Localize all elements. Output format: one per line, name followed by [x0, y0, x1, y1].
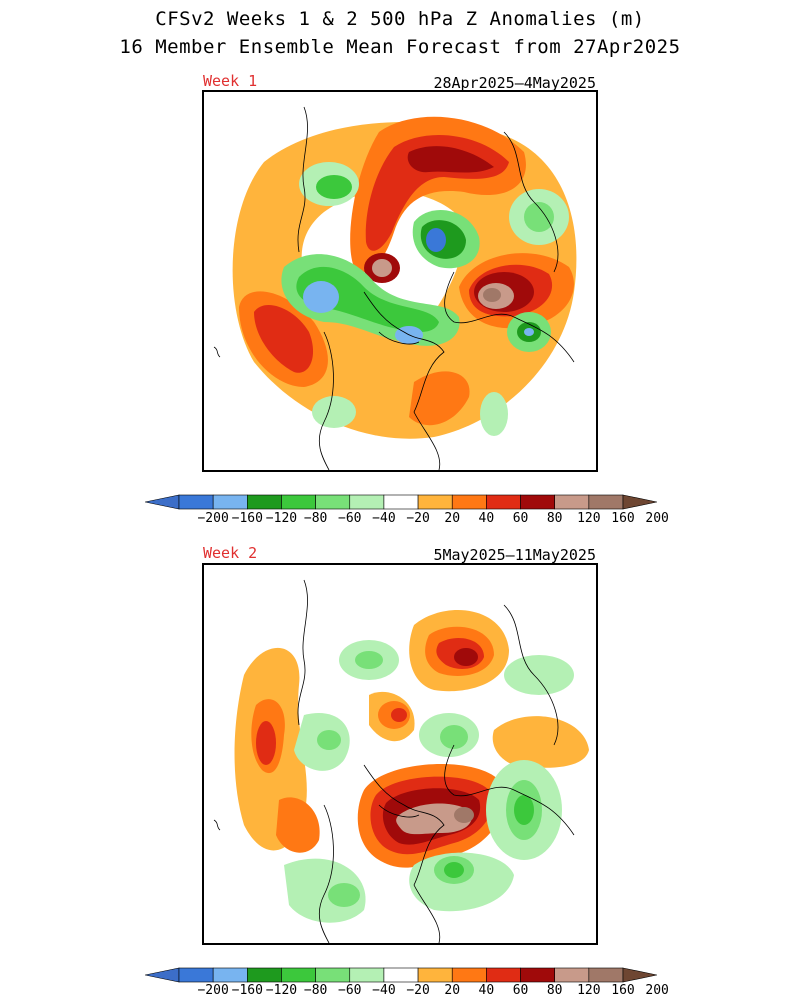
colorbar-tick-label: −80: [303, 511, 328, 526]
colorbar-tick-label: −80: [303, 983, 328, 998]
colorbar-arrow-low: [145, 494, 180, 510]
colorbar-tick-label: 60: [512, 511, 529, 526]
colorbar-2-labels: −200 −160 −120 −80 −60 −40 −20 20 40 60 80 120 160 20…: [145, 983, 668, 999]
colorbar-swatch: [178, 967, 214, 983]
colorbar-tick-label: −60: [338, 983, 362, 998]
colorbar-swatch: [520, 967, 555, 983]
colorbar-tick-label: 120: [577, 511, 601, 526]
colorbar-tick-label: −200: [197, 511, 229, 526]
colorbar-tick-label: −160: [231, 983, 263, 998]
panel1-map: [202, 90, 598, 472]
colorbar-swatch: [383, 967, 419, 983]
colorbar-swatch: [451, 494, 487, 510]
panel2-date-range: 5May2025–11May2025: [433, 546, 596, 564]
colorbar-swatch: [212, 967, 248, 983]
colorbar-tick-label: −40: [372, 511, 396, 526]
colorbar-tick-label: 40: [478, 983, 495, 998]
colorbar-swatch: [247, 967, 282, 983]
colorbar-swatch: [451, 967, 487, 983]
panel1-week-label: Week 1: [203, 72, 258, 90]
colorbar-tick-label: 120: [577, 983, 601, 998]
panel1-date-range: 28Apr2025–4May2025: [433, 74, 596, 92]
colorbar-arrow-high: [622, 967, 657, 983]
colorbar-swatch: [315, 494, 351, 510]
colorbar-tick-label: −40: [372, 983, 396, 998]
colorbar-swatch: [349, 494, 385, 510]
colorbar-2: [145, 967, 657, 983]
colorbar-swatch: [349, 967, 385, 983]
colorbar-swatch: [281, 494, 316, 510]
colorbar-swatch: [520, 494, 555, 510]
panel2-map: [202, 563, 598, 945]
colorbar-swatch: [417, 967, 453, 983]
colorbar-tick-label: 160: [611, 983, 635, 998]
panel2-week-label: Week 2: [203, 544, 258, 562]
colorbar-swatch: [212, 494, 248, 510]
colorbar-tick-label: 80: [546, 983, 563, 998]
colorbar-tick-label: −200: [197, 983, 229, 998]
colorbar-swatch: [417, 494, 453, 510]
colorbar-swatch: [554, 494, 590, 510]
colorbar-swatch: [281, 967, 316, 983]
colorbar-tick-label: −120: [265, 983, 298, 998]
chart-title-line2: 16 Member Ensemble Mean Forecast from 27…: [119, 36, 681, 58]
colorbar-tick-label: 40: [478, 511, 495, 526]
colorbar-tick-label: −60: [338, 511, 362, 526]
colorbar-tick-label: 200: [645, 511, 669, 526]
colorbar-swatch: [588, 494, 624, 510]
colorbar-tick-label: 200: [645, 983, 669, 998]
colorbar-tick-label: −20: [406, 511, 430, 526]
colorbar-tick-label: −120: [265, 511, 298, 526]
colorbar-tick-label: 20: [444, 983, 461, 998]
colorbar-swatch: [486, 494, 521, 510]
colorbar-tick-label: 60: [512, 983, 529, 998]
colorbar-tick-label: 160: [611, 511, 635, 526]
colorbar-arrow-high: [622, 494, 657, 510]
colorbar-swatch: [247, 494, 282, 510]
colorbar-swatch: [588, 967, 624, 983]
chart-title-line1: CFSv2 Weeks 1 & 2 500 hPa Z Anomalies (m…: [155, 8, 645, 30]
colorbar-tick-label: −20: [406, 983, 430, 998]
colorbar-1: [145, 494, 657, 510]
colorbar-swatch: [554, 967, 590, 983]
colorbar-swatch: [383, 494, 419, 510]
colorbar-swatch: [486, 967, 521, 983]
colorbar-1-labels: −200 −160 −120 −80 −60 −40 −20 20 40 60 80 120 160 20…: [145, 511, 668, 527]
colorbar-tick-label: 20: [444, 511, 461, 526]
colorbar-tick-label: 80: [546, 511, 563, 526]
colorbar-swatch: [315, 967, 351, 983]
colorbar-swatch: [178, 494, 214, 510]
colorbar-arrow-low: [145, 967, 180, 983]
colorbar-tick-label: −160: [231, 511, 263, 526]
